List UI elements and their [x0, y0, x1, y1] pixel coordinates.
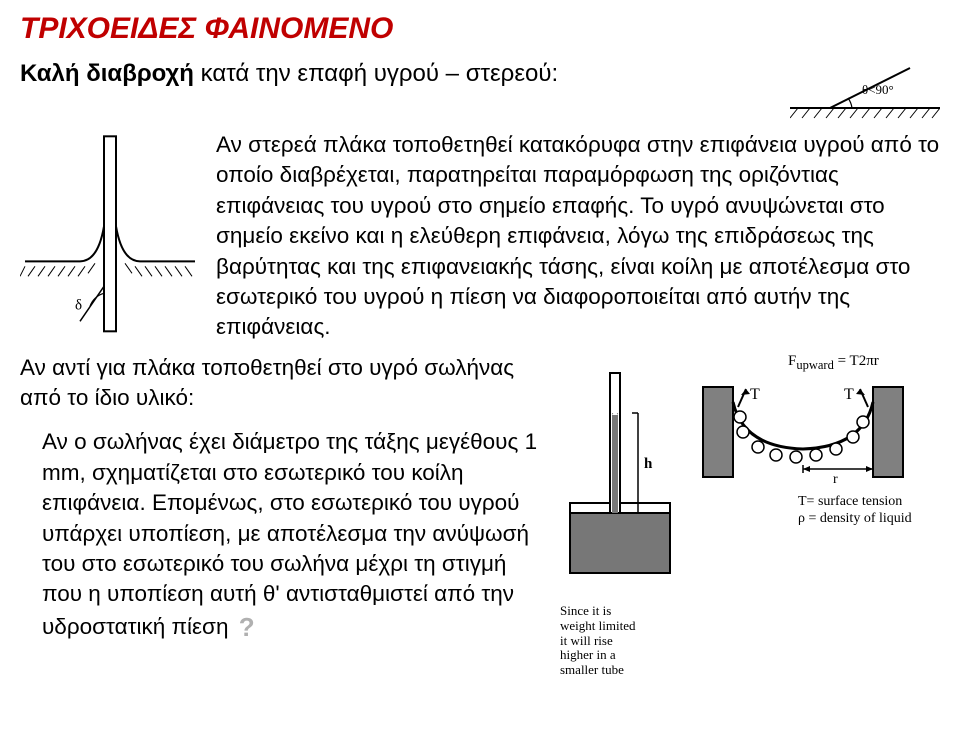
subtitle: Καλή διαβροχή κατά την επαφή υγρού – στε…	[20, 60, 780, 88]
paragraph-2: Αν αντί για πλάκα τοποθετηθεί στο υγρό σ…	[20, 353, 550, 414]
left-column: Αν αντί για πλάκα τοποθετηθεί στο υγρό σ…	[20, 353, 550, 645]
tube-caption: Since it is weight limited it will rise …	[560, 604, 680, 679]
meniscus-column: Fupward = T2πr T	[688, 353, 918, 528]
meniscus-figure: T T r	[688, 377, 918, 487]
formula-eq: = T2πr	[834, 353, 879, 369]
contact-angle-figure: θ<90°	[790, 60, 940, 120]
row-plate: δ Αν στερεά πλάκα τοποθετηθεί κατακόρυφα…	[20, 130, 940, 343]
t-label-right: T	[844, 386, 854, 403]
question-mark-icon: ?	[239, 610, 255, 645]
legend-line-1: T= surface tension	[798, 493, 912, 511]
h-label: h	[644, 456, 653, 472]
capillary-tube-figure: h	[560, 353, 680, 593]
subtitle-rest: κατά την επαφή υγρού – στερεού:	[194, 60, 558, 87]
row-tube: Αν αντί για πλάκα τοποθετηθεί στο υγρό σ…	[20, 353, 940, 679]
figures-right: h Since it is weight limited it will ris…	[560, 353, 918, 679]
formula: Fupward = T2πr	[788, 353, 879, 373]
r-label: r	[833, 472, 838, 487]
t-label-left: T	[750, 386, 760, 403]
plate-figure: δ	[20, 130, 200, 343]
paragraph-3-text: Αν ο σωλήνας έχει διάμετρο της τάξης μεγ…	[42, 429, 537, 638]
paragraph-3: Αν ο σωλήνας έχει διάμετρο της τάξης μεγ…	[42, 427, 550, 644]
delta-label: δ	[75, 297, 82, 313]
subtitle-bold: Καλή διαβροχή	[20, 60, 194, 87]
formula-sub: upward	[796, 358, 834, 372]
legend-line-2: ρ = density of liquid	[798, 510, 912, 528]
paragraph-1: Αν στερεά πλάκα τοποθετηθεί κατακόρυφα σ…	[216, 130, 940, 343]
legend: T= surface tension ρ = density of liquid	[798, 493, 912, 528]
page-title: ΤΡΙΧΟΕΙΔΕΣ ΦΑΙΝΟΜΕΝΟ	[20, 12, 940, 46]
tube-column: h Since it is weight limited it will ris…	[560, 353, 680, 679]
subtitle-row: Καλή διαβροχή κατά την επαφή υγρού – στε…	[20, 60, 940, 120]
angle-label: θ<90°	[862, 82, 894, 97]
